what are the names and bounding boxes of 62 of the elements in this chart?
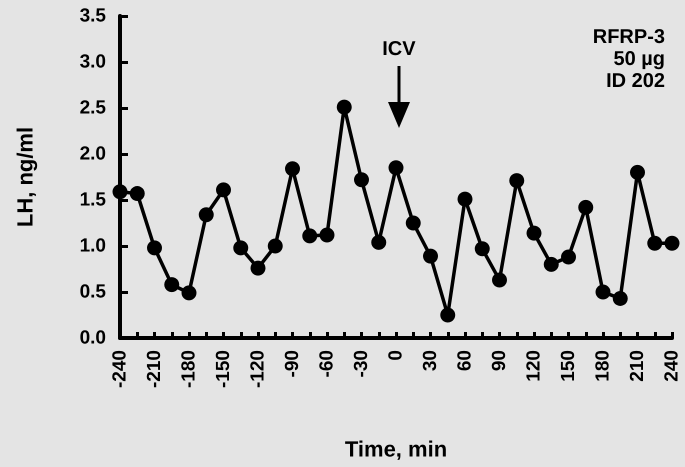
point	[320, 227, 334, 242]
y-tick-label: 0.0	[80, 328, 106, 348]
point	[336, 100, 352, 115]
point	[198, 207, 214, 222]
point	[371, 234, 386, 250]
point	[612, 290, 628, 306]
point	[250, 260, 266, 276]
x-tick-label: 240	[662, 350, 682, 382]
x-tick-label: -210	[144, 350, 165, 388]
point	[561, 250, 576, 265]
annotation: RFRP-3 50 µg ID 202	[592, 26, 665, 92]
x-tick-label: -90	[282, 350, 303, 378]
x-tick-label: 0	[386, 350, 406, 361]
point	[164, 277, 180, 292]
x-axis-title: Time, min	[344, 436, 448, 462]
y-axis-title: LH, ng/ml	[12, 126, 38, 228]
point	[112, 184, 128, 200]
x-tick-label: 210	[627, 350, 648, 382]
point	[596, 284, 610, 300]
y-tick-label: 3.0	[80, 52, 106, 72]
x-tick-label: 150	[558, 350, 579, 382]
point	[509, 173, 524, 188]
point	[440, 308, 456, 322]
point	[268, 238, 283, 254]
point	[526, 226, 542, 241]
x-tick-label: -180	[178, 350, 200, 388]
x-tick-label: -60	[316, 350, 338, 378]
x-tick-label: -120	[248, 350, 268, 388]
x-tick-label: 90	[489, 350, 510, 372]
point	[388, 160, 404, 176]
x-tick-label: 60	[454, 350, 476, 372]
y-tick-label: 0.5	[80, 282, 106, 302]
point	[147, 240, 162, 256]
x-tick-label: 180	[592, 350, 614, 382]
point	[302, 228, 318, 244]
point	[285, 161, 300, 176]
x-tick-label: -30	[351, 350, 372, 378]
point	[233, 240, 248, 256]
point	[182, 285, 196, 300]
point	[578, 200, 594, 215]
x-tick-label: -150	[213, 350, 234, 388]
point	[647, 236, 662, 251]
x-tick-label: -240	[110, 350, 130, 388]
point	[474, 241, 490, 256]
y-tick-label: 3.5	[80, 6, 106, 26]
point	[354, 172, 369, 188]
point	[492, 272, 507, 288]
point	[406, 216, 421, 230]
point	[423, 248, 438, 264]
y-tick-label: 2.5	[80, 98, 106, 118]
point	[130, 186, 145, 202]
point	[544, 256, 559, 272]
y-tick-label: 2.0	[80, 144, 106, 164]
x-tick-label: 120	[524, 350, 544, 382]
point	[630, 164, 645, 180]
x-tick-label: 30	[420, 350, 441, 372]
point	[664, 236, 680, 251]
point	[216, 182, 231, 198]
y-tick-label: 1.0	[80, 236, 106, 256]
y-tick-label: 1.5	[80, 190, 106, 210]
annotation: ICV	[382, 38, 416, 60]
point	[458, 192, 472, 207]
